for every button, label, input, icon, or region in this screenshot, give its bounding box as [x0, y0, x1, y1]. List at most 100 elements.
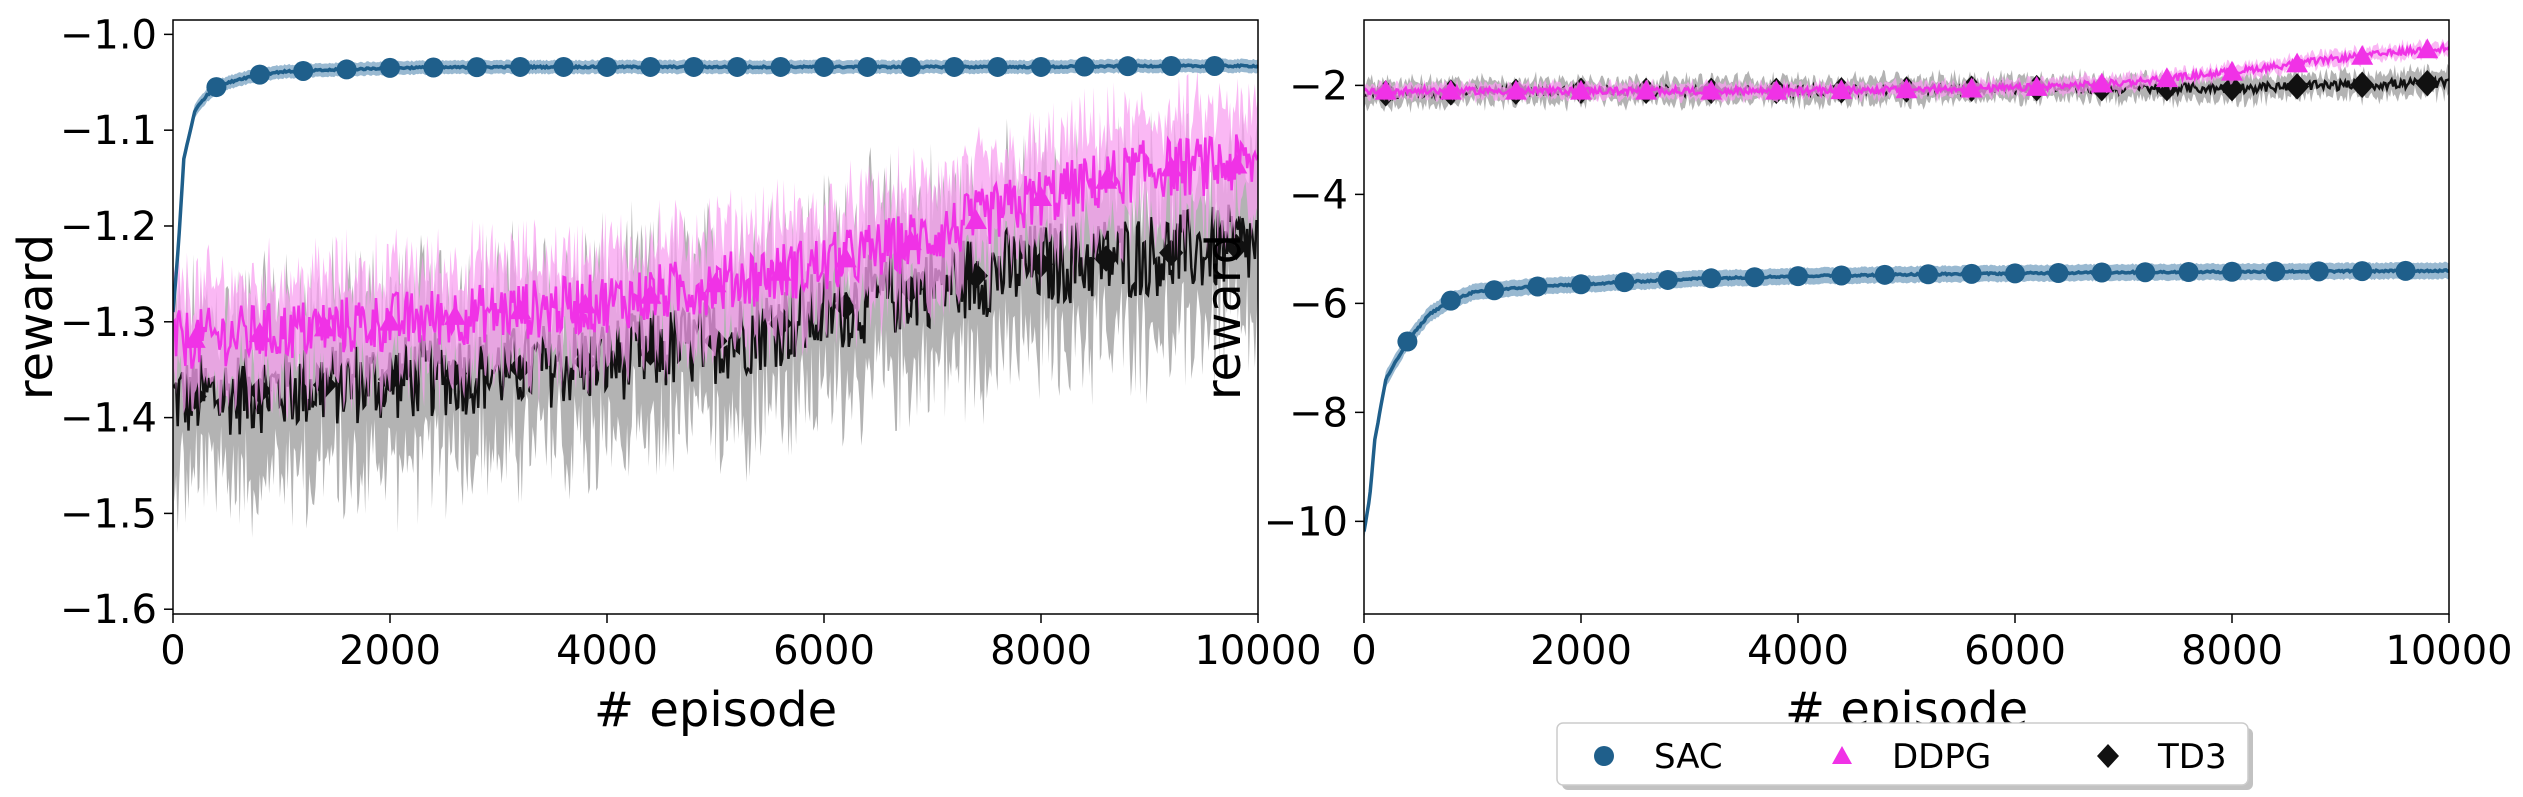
marker-sac: [2265, 261, 2286, 282]
marker-sac: [2005, 263, 2025, 284]
x-tick-label: 4000: [1747, 628, 1849, 674]
marker-ddpg: [2155, 67, 2178, 88]
x-tick-label: 8000: [2181, 628, 2283, 674]
marker-sac: [1204, 55, 1225, 76]
marker-td3: [963, 262, 988, 290]
marker-sac: [293, 60, 314, 81]
y-tick-label: −1.4: [60, 396, 157, 442]
marker-ddpg: [444, 305, 467, 325]
marker-ddpg: [1439, 79, 1462, 100]
marker-ddpg: [899, 230, 922, 251]
marker-sac: [1161, 55, 1182, 76]
marker-td3: [443, 360, 468, 387]
marker-td3: [1094, 245, 1119, 272]
marker-sac: [2352, 261, 2373, 282]
band-ddpg: [173, 69, 1258, 421]
marker-ddpg: [509, 299, 532, 320]
marker-sac: [1831, 265, 1852, 286]
marker-sac: [597, 56, 617, 77]
marker-ddpg: [1765, 79, 1788, 100]
y-axis-label: reward: [8, 234, 64, 400]
x-axis-label: # episode: [594, 682, 837, 738]
y-tick-label: −1.1: [60, 108, 157, 154]
y-tick-label: −6: [1289, 281, 1348, 327]
axes-frame: [172, 19, 1259, 615]
marker-td3: [247, 377, 272, 404]
marker-sac: [1117, 56, 1138, 77]
legend: SAC DDPG TD3: [1556, 722, 2253, 790]
marker-sac: [2135, 262, 2156, 283]
marker-ddpg: [2416, 38, 2439, 59]
marker-ddpg: [834, 247, 857, 268]
y-tick-label: −1.5: [60, 491, 157, 537]
marker-sac: [2395, 260, 2416, 281]
marker-sac: [1397, 331, 1418, 352]
marker-ddpg: [1374, 79, 1397, 100]
legend-marker-td3: [2097, 744, 2119, 768]
x-tick-label: 8000: [990, 628, 1092, 674]
legend-box: [1556, 722, 2249, 786]
marker-sac: [944, 56, 965, 77]
y-axis-label: reward: [1196, 234, 1252, 400]
y-tick-label: −1.2: [60, 204, 157, 250]
marker-sac: [336, 59, 357, 80]
marker-sac: [510, 56, 531, 77]
marker-td3: [508, 354, 533, 381]
marker-sac: [380, 57, 400, 78]
x-tick-label: 10000: [2385, 628, 2512, 674]
marker-sac: [987, 56, 1008, 77]
marker-sac: [1918, 264, 1939, 285]
series-line-sac: [1364, 267, 2449, 532]
marker-ddpg: [1635, 79, 1658, 100]
marker-ddpg: [704, 272, 727, 293]
marker-sac: [1440, 290, 1461, 311]
marker-sac: [206, 77, 227, 98]
marker-ddpg: [1160, 156, 1183, 177]
y-tick-label: −8: [1289, 390, 1348, 436]
marker-ddpg: [1960, 77, 1983, 98]
marker-ddpg: [2090, 72, 2113, 93]
x-tick-label: 6000: [1964, 628, 2066, 674]
plot-area: [173, 55, 1258, 538]
marker-ddpg: [313, 316, 336, 337]
marker-sac: [900, 56, 921, 77]
marker-sac: [1484, 280, 1505, 301]
marker-ddpg: [639, 283, 662, 304]
left-plot: 0 2000 4000 6000 8000 10000 −1.6 −1.5 −1.4 −1.3 −1…: [8, 12, 1322, 738]
marker-sac: [683, 56, 704, 77]
band-sac: [1364, 261, 2449, 540]
marker-sac: [1788, 266, 1808, 287]
marker-sac: [2308, 261, 2329, 282]
marker-sac: [2222, 261, 2242, 282]
x-tick-label: 4000: [556, 628, 658, 674]
x-tick-label: 0: [160, 628, 185, 674]
y-tick-label: −1.3: [60, 300, 157, 346]
marker-td3: [1224, 233, 1249, 261]
marker-sac: [770, 56, 791, 77]
marker-ddpg: [379, 310, 401, 331]
legend-label-sac: SAC: [1654, 737, 1723, 777]
marker-ddpg: [964, 209, 987, 230]
series-line-ddpg: [173, 134, 1258, 369]
marker-td3: [2415, 70, 2440, 97]
marker-ddpg: [1030, 186, 1052, 207]
y-tick-label: −1.0: [60, 12, 157, 58]
marker-ddpg: [1225, 153, 1248, 174]
x-tick-label: 0: [1351, 628, 1376, 674]
legend-marker-ddpg: [1832, 746, 1852, 764]
marker-sac: [1874, 264, 1895, 285]
marker-sac: [249, 64, 270, 85]
marker-sac: [857, 56, 878, 77]
y-tick-label: −2: [1289, 63, 1348, 109]
marker-td3: [2285, 73, 2310, 100]
marker-ddpg: [2221, 60, 2243, 81]
marker-ddpg: [769, 260, 792, 281]
x-tick-label: 10000: [1194, 628, 1321, 674]
axes-frame: [1363, 19, 2450, 615]
marker-ddpg: [183, 328, 206, 348]
marker-ddpg: [2025, 76, 2048, 96]
marker-sac: [1961, 263, 1982, 284]
marker-sac: [466, 57, 487, 78]
marker-sac: [1614, 272, 1635, 293]
